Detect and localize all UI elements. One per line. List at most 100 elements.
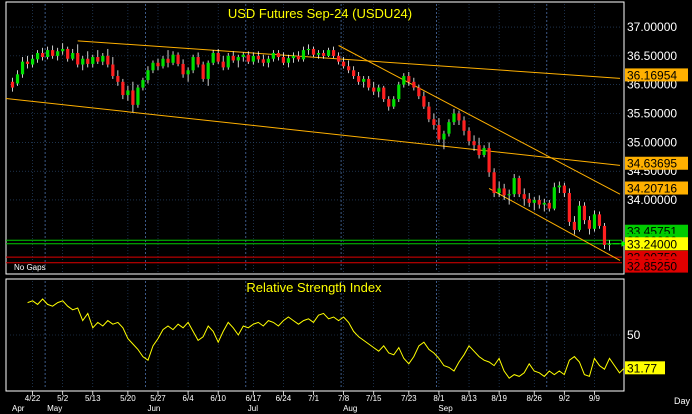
candle-body (15, 74, 20, 84)
candle (387, 96, 391, 111)
candle-body (256, 55, 260, 60)
horizontal-levels (6, 239, 622, 264)
rsi-last-marker: 31.77 (625, 361, 665, 375)
candle-body (442, 133, 446, 140)
candle-body (362, 78, 366, 82)
candle-body (291, 55, 296, 59)
candle-body (61, 48, 65, 52)
candle (131, 81, 135, 113)
candle (306, 44, 311, 55)
candle (532, 197, 536, 211)
candle (477, 137, 481, 159)
candle (56, 47, 60, 61)
candle (111, 57, 115, 79)
candle (412, 77, 416, 91)
candle (166, 50, 170, 68)
candle (186, 67, 190, 82)
candle (141, 77, 145, 91)
candle (437, 118, 441, 143)
candle-body (492, 172, 496, 194)
candle-body (111, 64, 115, 77)
candle-body (81, 58, 85, 65)
date-tick-label: 7/23 (401, 394, 417, 403)
candle-body (156, 62, 160, 67)
candle (271, 50, 275, 62)
trend-line (338, 45, 621, 195)
candle (226, 52, 230, 70)
candle (156, 58, 160, 71)
candle-body (392, 99, 396, 107)
candle (497, 181, 501, 198)
rsi-grid (10, 281, 622, 389)
candle (296, 51, 301, 62)
candle (547, 199, 551, 212)
candle (86, 51, 90, 68)
rsi-y-tick-label: 50 (627, 328, 641, 342)
candle (522, 188, 526, 206)
candle-body (427, 106, 431, 120)
candle (91, 54, 95, 68)
candle (221, 55, 225, 71)
candle (357, 72, 361, 85)
month-label: Jun (147, 404, 160, 413)
candle (592, 210, 597, 232)
candle (10, 77, 15, 92)
price-y-tick-label: 36.50000 (627, 49, 677, 63)
candle (246, 51, 250, 64)
date-tick-label: 7/1 (308, 394, 320, 403)
candle (176, 52, 180, 67)
candle-body (567, 193, 571, 222)
candle-body (592, 214, 597, 229)
candle (607, 240, 612, 251)
candle-body (522, 194, 526, 199)
date-tick-label: 8/26 (526, 394, 542, 403)
price-level-tag: 34.63695 (625, 156, 688, 171)
candle-body (422, 96, 426, 107)
date-tick-label: 6/24 (276, 394, 292, 403)
trend-lines (5, 40, 621, 261)
candle-body (206, 62, 210, 79)
candle (512, 174, 516, 198)
candle-body (597, 214, 602, 226)
candle-body (357, 76, 361, 82)
candle-body (487, 148, 491, 173)
candle (301, 46, 306, 62)
candle (211, 50, 215, 66)
candle-body (266, 58, 270, 63)
candle-body (517, 178, 521, 195)
candle (392, 96, 396, 109)
candle (567, 188, 571, 226)
candle-body (336, 55, 341, 62)
candle (422, 91, 426, 109)
candle-body (286, 58, 291, 63)
candle-body (552, 187, 556, 209)
candle (507, 189, 511, 205)
candle-body (86, 58, 90, 64)
candle-body (602, 225, 607, 245)
date-tick-label: 6/17 (246, 394, 262, 403)
candle-body (146, 70, 150, 81)
price-level-tag: 36.16954 (625, 68, 688, 82)
rsi-last-tag-text: 31.77 (627, 361, 657, 375)
candle (71, 48, 75, 61)
candle (397, 81, 401, 102)
candle-body (35, 52, 40, 60)
candle (367, 76, 371, 91)
date-tick-label: 6/10 (210, 394, 226, 403)
candle (25, 55, 30, 69)
candle (467, 127, 471, 146)
rsi-panel: 31.77 Relative Strength Index 50 (5, 278, 665, 392)
price-level-tag-text: 34.20716 (627, 182, 677, 196)
candle (542, 198, 546, 212)
candle-body (191, 57, 195, 71)
candle-body (482, 148, 486, 156)
candle-body (572, 221, 576, 230)
candle-body (56, 51, 60, 56)
month-label: Sep (438, 404, 453, 413)
candle-body (131, 90, 135, 105)
candle-body (301, 50, 306, 60)
candle-body (41, 52, 45, 58)
candle-body (276, 52, 280, 58)
candle-body (387, 99, 391, 107)
candle-body (171, 54, 175, 63)
